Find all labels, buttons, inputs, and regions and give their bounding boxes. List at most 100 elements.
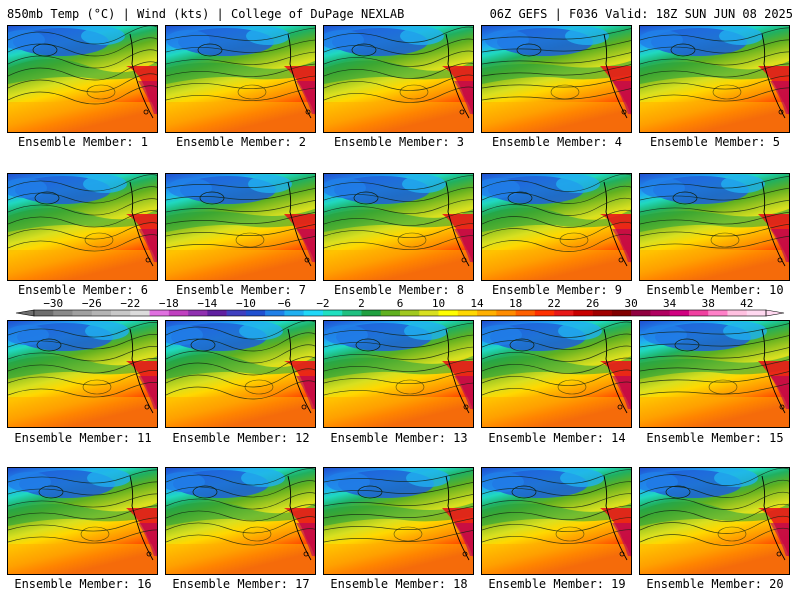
colorbar-tick-label: −10 (236, 297, 256, 310)
member-map-20 (639, 467, 790, 575)
member-map-9 (481, 173, 632, 281)
member-map-4 (481, 25, 632, 133)
colorbar-swatch (727, 310, 748, 316)
colorbar-swatch (592, 310, 613, 316)
member-map-3 (323, 25, 474, 133)
colorbar-swatch (149, 310, 170, 316)
colorbar-swatch (72, 310, 93, 316)
colorbar-swatch (111, 310, 131, 316)
colorbar-tick-label: 26 (586, 297, 599, 310)
member-label: Ensemble Member: 18 (330, 577, 468, 591)
colorbar-swatch (322, 310, 343, 316)
member-label: Ensemble Member: 17 (172, 577, 310, 591)
member-label: Ensemble Member: 14 (488, 431, 626, 445)
member-map-13 (323, 320, 474, 428)
colorbar-swatch (631, 310, 651, 316)
colorbar-right-arrow (765, 309, 785, 317)
colorbar-swatch (91, 310, 112, 316)
member-label: Ensemble Member: 5 (649, 135, 781, 149)
member-map-6 (7, 173, 158, 281)
member-label: Ensemble Member: 1 (17, 135, 149, 149)
run-valid-time: 06Z GEFS | F036 Valid: 18Z SUN JUN 08 20… (489, 7, 793, 21)
colorbar-swatch (477, 310, 497, 316)
colorbar-swatch (303, 310, 324, 316)
member-map-11 (7, 320, 158, 428)
colorbar-tick-label: 30 (625, 297, 638, 310)
member-label: Ensemble Member: 20 (646, 577, 784, 591)
member-label: Ensemble Member: 10 (646, 283, 784, 297)
member-map-8 (323, 173, 474, 281)
member-label: Ensemble Member: 15 (646, 431, 784, 445)
member-map-5 (639, 25, 790, 133)
member-map-12 (165, 320, 316, 428)
colorbar-tick-label: 2 (358, 297, 365, 310)
colorbar-swatch (130, 310, 150, 316)
colorbar-swatch (573, 310, 593, 316)
colorbar-swatch (361, 310, 382, 316)
member-map-19 (481, 467, 632, 575)
member-map-10 (639, 173, 790, 281)
colorbar-swatch (438, 310, 459, 316)
colorbar-swatch (746, 310, 767, 316)
colorbar-left-arrow (15, 309, 35, 317)
colorbar-tick-label: −26 (82, 297, 102, 310)
colorbar-swatch (650, 310, 670, 316)
colorbar-swatch (688, 310, 709, 316)
member-label: Ensemble Member: 12 (172, 431, 310, 445)
colorbar-tick-label: −14 (197, 297, 217, 310)
member-label: Ensemble Member: 3 (333, 135, 465, 149)
colorbar-swatch (226, 310, 247, 316)
colorbar-tick-label: 6 (397, 297, 404, 310)
member-map-15 (639, 320, 790, 428)
colorbar-swatch (168, 310, 189, 316)
colorbar-tick-label: 14 (470, 297, 484, 310)
map-title: 850mb Temp (°C) | Wind (kts) | College o… (7, 7, 405, 21)
colorbar-swatch (611, 310, 632, 316)
temperature-colorbar: −30 −26 −22 −18 −14 −10 −6 −2 2 6 10 14 18 22 26 30 34 38… (15, 297, 785, 317)
colorbar-tick-label: −6 (278, 297, 291, 310)
colorbar-swatch (534, 310, 555, 316)
colorbar-tick-label: −18 (159, 297, 179, 310)
member-label: Ensemble Member: 13 (330, 431, 468, 445)
member-map-16 (7, 467, 158, 575)
colorbar-tick-label: −30 (43, 297, 63, 310)
member-map-14 (481, 320, 632, 428)
colorbar-swatch (188, 310, 208, 316)
member-label: Ensemble Member: 16 (14, 577, 152, 591)
member-map-1 (7, 25, 158, 133)
colorbar-swatch (669, 310, 690, 316)
member-map-18 (323, 467, 474, 575)
colorbar-tick-label: 38 (702, 297, 715, 310)
colorbar-tick-label: 34 (663, 297, 677, 310)
member-label: Ensemble Member: 2 (175, 135, 307, 149)
colorbar-swatch (34, 310, 54, 316)
colorbar-swatch (515, 310, 536, 316)
colorbar-swatch (380, 310, 401, 316)
colorbar-swatch (496, 310, 516, 316)
member-map-2 (165, 25, 316, 133)
colorbar-swatch (708, 310, 728, 316)
colorbar-swatch (457, 310, 478, 316)
colorbar-swatch (53, 310, 73, 316)
member-label: Ensemble Member: 19 (488, 577, 626, 591)
colorbar-tick-label: 18 (509, 297, 522, 310)
member-label: Ensemble Member: 4 (491, 135, 623, 149)
member-label: Ensemble Member: 7 (175, 283, 307, 297)
member-map-17 (165, 467, 316, 575)
colorbar-swatch (554, 310, 574, 316)
colorbar-swatch (342, 310, 362, 316)
colorbar-swatch (245, 310, 266, 316)
member-label: Ensemble Member: 11 (14, 431, 152, 445)
colorbar-swatch (284, 310, 304, 316)
colorbar-tick-label: 42 (740, 297, 753, 310)
colorbar-tick-label: 22 (547, 297, 560, 310)
colorbar-swatch (419, 310, 439, 316)
colorbar-tick-label: 10 (432, 297, 445, 310)
colorbar-tick-label: −22 (120, 297, 140, 310)
colorbar-tick-label: −2 (316, 297, 329, 310)
colorbar-swatch (400, 310, 420, 316)
colorbar-swatch (265, 310, 285, 316)
colorbar-swatch (207, 310, 227, 316)
member-map-7 (165, 173, 316, 281)
member-label: Ensemble Member: 8 (333, 283, 465, 297)
